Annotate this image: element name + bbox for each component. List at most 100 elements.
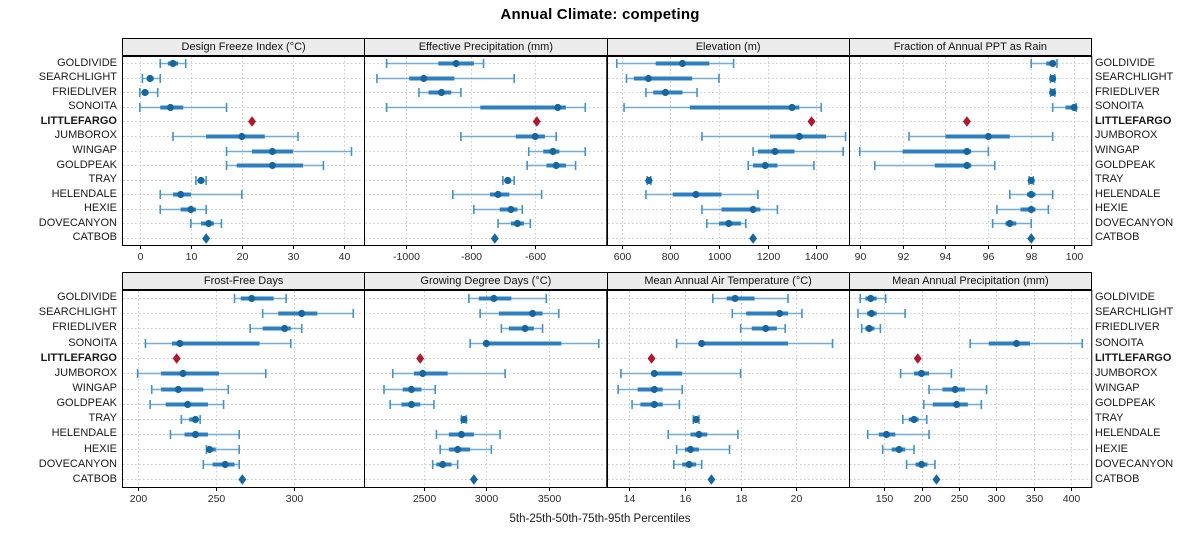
station-label-catbob: CATBOB <box>1095 472 1140 485</box>
panel-title: Effective Precipitation (mm) <box>418 41 554 53</box>
svg-text:-600: -600 <box>525 251 546 263</box>
panel-header: Mean Annual Air Temperature (°C) <box>606 272 850 290</box>
station-label-wingap: WINGAP <box>1095 144 1140 156</box>
panel-plot: -1000 -800 -600 <box>364 56 608 263</box>
panel-title: Growing Degree Days (°C) <box>420 275 552 287</box>
panel-plot: 2500 3000 3500 <box>364 290 608 505</box>
station-label-friedliver: FRIEDLIVER <box>52 321 117 334</box>
station-label-goldpeak: GOLDPEAK <box>56 158 117 171</box>
station-label-searchlight: SEARCHLIGHT <box>38 306 117 319</box>
station-label-helendale: HELENDALE <box>1095 427 1161 440</box>
station-label-hexie: HEXIE <box>1095 442 1129 455</box>
station-label-goldivide: GOLDIVIDE <box>57 291 117 304</box>
station-label-friedliver: FRIEDLIVER <box>1095 321 1160 334</box>
svg-text:250: 250 <box>950 493 968 505</box>
svg-text:94: 94 <box>939 251 951 263</box>
panel-header: Mean Annual Precipitation (mm) <box>848 272 1092 290</box>
station-label-tray: TRAY <box>88 173 117 186</box>
panel-header: Effective Precipitation (mm) <box>364 38 608 56</box>
svg-text:100: 100 <box>1065 251 1083 263</box>
panel-header: Fraction of Annual PPT as Rain <box>848 38 1092 56</box>
station-label-searchlight: SEARCHLIGHT <box>1095 306 1174 319</box>
station-label-littlefargo: LITTLEFARGO <box>1095 351 1172 364</box>
svg-text:92: 92 <box>897 251 909 263</box>
station-label-goldpeak: GOLDPEAK <box>56 397 117 410</box>
station-label-hexie: HEXIE <box>83 442 117 455</box>
chart-title: Annual Climate: competing <box>500 6 700 23</box>
station-label-wingap: WINGAP <box>1095 382 1140 394</box>
station-label-tray: TRAY <box>1095 412 1124 425</box>
station-label-littlefargo: LITTLEFARGO <box>40 351 117 364</box>
panel-title: Frost-Free Days <box>203 275 284 287</box>
svg-text:300: 300 <box>987 493 1005 505</box>
panel-title: Elevation (m) <box>695 41 761 53</box>
station-label-dovecanyon: DOVECANYON <box>1095 216 1174 229</box>
svg-text:20: 20 <box>237 251 249 263</box>
station-label-hexie: HEXIE <box>83 202 117 215</box>
station-label-wingap: WINGAP <box>72 382 117 394</box>
svg-text:-800: -800 <box>461 251 482 263</box>
station-label-sonoita: SONOITA <box>68 336 117 349</box>
station-label-helendale: HELENDALE <box>51 187 117 200</box>
svg-text:30: 30 <box>288 251 300 263</box>
svg-text:600: 600 <box>613 251 631 263</box>
svg-text:-1000: -1000 <box>393 251 420 263</box>
svg-text:250: 250 <box>208 493 226 505</box>
station-label-goldpeak: GOLDPEAK <box>1095 397 1156 410</box>
panel-header: Frost-Free Days <box>122 272 366 290</box>
svg-text:350: 350 <box>1025 493 1043 505</box>
svg-text:18: 18 <box>735 493 747 505</box>
panel-title: Design Freeze Index (°C) <box>181 41 306 53</box>
panel-plot: 90 92 94 96 98 100 <box>848 56 1092 263</box>
panel-plot: 150 200 250 300 350 400 <box>848 290 1092 505</box>
svg-text:40: 40 <box>339 251 351 263</box>
svg-text:300: 300 <box>286 493 304 505</box>
panel-header: Design Freeze Index (°C) <box>122 38 366 56</box>
svg-text:1200: 1200 <box>756 251 780 263</box>
station-label-helendale: HELENDALE <box>1095 187 1161 200</box>
station-label-littlefargo: LITTLEFARGO <box>40 114 117 127</box>
panel-title: Fraction of Annual PPT as Rain <box>893 41 1048 53</box>
station-label-hexie: HEXIE <box>1095 202 1129 215</box>
station-label-goldpeak: GOLDPEAK <box>1095 158 1156 171</box>
station-label-dovecanyon: DOVECANYON <box>38 457 117 470</box>
svg-text:96: 96 <box>982 251 994 263</box>
station-label-jumborox: JUMBOROX <box>54 129 117 142</box>
station-label-sonoita: SONOITA <box>1095 100 1144 113</box>
station-label-friedliver: FRIEDLIVER <box>52 85 117 98</box>
station-label-dovecanyon: DOVECANYON <box>38 216 117 229</box>
svg-text:2500: 2500 <box>413 493 437 505</box>
svg-text:0: 0 <box>138 251 144 263</box>
station-label-jumborox: JUMBOROX <box>54 366 117 379</box>
svg-text:10: 10 <box>186 251 198 263</box>
station-label-tray: TRAY <box>88 412 117 425</box>
station-label-helendale: HELENDALE <box>51 427 117 440</box>
panel-plot: 14 16 18 20 <box>606 290 850 505</box>
station-label-catbob: CATBOB <box>1095 231 1140 244</box>
svg-text:16: 16 <box>679 493 691 505</box>
station-label-searchlight: SEARCHLIGHT <box>1095 71 1174 84</box>
panel-header: Elevation (m) <box>606 38 850 56</box>
station-label-catbob: CATBOB <box>72 472 117 485</box>
svg-text:800: 800 <box>661 251 679 263</box>
svg-text:200: 200 <box>913 493 931 505</box>
svg-text:3000: 3000 <box>475 493 499 505</box>
station-label-dovecanyon: DOVECANYON <box>1095 457 1174 470</box>
station-label-friedliver: FRIEDLIVER <box>1095 85 1160 98</box>
x-axis-label: 5th-25th-50th-75th-95th Percentiles <box>509 513 691 525</box>
station-label-catbob: CATBOB <box>72 231 117 244</box>
station-label-goldivide: GOLDIVIDE <box>1095 56 1155 69</box>
svg-text:3500: 3500 <box>538 493 562 505</box>
svg-text:90: 90 <box>854 251 866 263</box>
station-label-goldivide: GOLDIVIDE <box>1095 291 1155 304</box>
station-label-jumborox: JUMBOROX <box>1095 129 1158 142</box>
panel-plot: 600 800 1000 1200 1400 <box>606 56 850 263</box>
panel-plot: 200 250 300 <box>122 290 366 505</box>
svg-text:20: 20 <box>790 493 802 505</box>
station-label-wingap: WINGAP <box>72 144 117 156</box>
panel-title: Mean Annual Air Temperature (°C) <box>644 275 812 287</box>
station-label-jumborox: JUMBOROX <box>1095 366 1158 379</box>
station-label-searchlight: SEARCHLIGHT <box>38 71 117 84</box>
svg-text:1400: 1400 <box>804 251 828 263</box>
